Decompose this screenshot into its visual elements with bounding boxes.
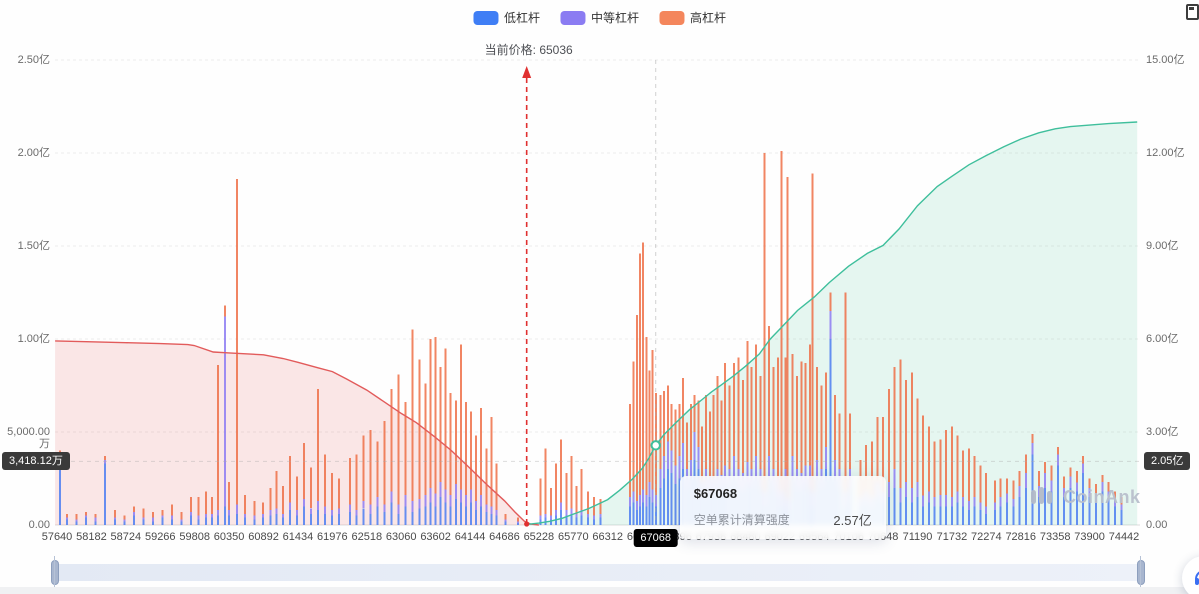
- x-axis-tick: 73900: [1074, 531, 1105, 543]
- tooltip-series-value: 2.57亿: [833, 513, 872, 528]
- x-axis-tick: 58724: [110, 531, 142, 543]
- tooltip-series-label: 空单累计清算强度: [693, 513, 790, 527]
- legend-item-mid-leverage[interactable]: 中等杠杆: [559, 9, 640, 26]
- x-axis-tick: 72274: [971, 531, 1002, 543]
- right-axis-tick: 6.00亿: [1146, 333, 1179, 345]
- current-price-caption: 当前价格:: [484, 43, 540, 57]
- mid-leverage-swatch: [559, 10, 585, 25]
- tooltip-price: $67068: [693, 486, 738, 501]
- low-leverage-label: 低杠杆: [503, 11, 540, 25]
- x-axis-tick: 74442: [1108, 531, 1140, 543]
- x-axis-tick: 62518: [351, 531, 383, 543]
- chart-tooltip: $67068 空单累计清算强度 2.57亿: [679, 476, 886, 539]
- watermark: CoinAnk: [1030, 485, 1141, 509]
- high-leverage-swatch: [659, 10, 685, 25]
- legend-item-low-leverage[interactable]: 低杠杆: [472, 9, 540, 26]
- x-axis-tick: 63060: [385, 531, 417, 543]
- x-axis-crosshair-badge: 67068: [633, 529, 679, 547]
- left-axis-tick: 0.00: [28, 519, 50, 531]
- x-axis-tick: 71732: [936, 531, 968, 543]
- left-axis-tick: 1.50亿: [17, 240, 50, 252]
- x-axis-tick: 73358: [1039, 531, 1071, 543]
- datazoom-track[interactable]: [51, 556, 1145, 591]
- x-axis-tick: 61976: [317, 531, 348, 543]
- horizontal-scrollbar-track[interactable]: [0, 587, 1199, 594]
- right-axis-tick: 12.00亿: [1146, 147, 1185, 159]
- x-axis-tick: 64686: [489, 531, 520, 543]
- x-axis-tick: 58182: [76, 531, 107, 543]
- high-leverage-label: 高杠杆: [690, 11, 727, 25]
- x-axis-tick: 59808: [179, 531, 210, 543]
- right-axis-tick: 3.00亿: [1146, 426, 1179, 438]
- right-axis-tick: 15.00亿: [1146, 54, 1185, 66]
- right-axis-crosshair-badge: 2.05亿: [1144, 452, 1191, 471]
- x-axis-tick: 65228: [523, 531, 555, 543]
- x-axis-tick: 66312: [592, 531, 623, 543]
- x-axis-tick: 60892: [248, 531, 279, 543]
- short-liquidation-line: [526, 121, 1138, 526]
- x-axis-tick: 57640: [41, 531, 73, 543]
- datazoom-left-handle[interactable]: [51, 556, 59, 591]
- long-liquidation-area: [55, 340, 539, 525]
- mid-leverage-label: 中等杠杆: [590, 11, 640, 25]
- long-liquidation-line: [55, 340, 539, 526]
- x-axis-tick: 60350: [213, 531, 245, 543]
- x-axis-tick: 61434: [282, 531, 314, 543]
- current-price-value: 65036: [539, 43, 573, 57]
- current-price-line: [522, 66, 532, 527]
- headset-icon: [1195, 571, 1199, 585]
- x-axis-tick: 72816: [1005, 531, 1037, 543]
- x-axis-tick: 63602: [420, 531, 451, 543]
- corner-widget-icon[interactable]: [1186, 4, 1199, 20]
- hover-marker: [650, 440, 661, 451]
- left-axis-tick: 2.50亿: [17, 54, 50, 66]
- left-axis-tick: 1.00亿: [17, 333, 50, 345]
- support-button[interactable]: [1182, 556, 1199, 594]
- datazoom-right-handle[interactable]: [1137, 556, 1145, 591]
- left-axis-tick: 5,000.00万: [7, 426, 50, 450]
- left-axis-crosshair-badge: 3,418.12万: [2, 452, 70, 471]
- left-axis-tick: 2.00亿: [17, 147, 50, 159]
- x-axis-tick: 71190: [902, 531, 933, 543]
- low-leverage-swatch: [472, 10, 498, 25]
- legend-item-high-leverage[interactable]: 高杠杆: [659, 9, 726, 26]
- current-price-label: 当前价格: 65036: [485, 41, 573, 58]
- x-axis-tick: 64144: [454, 531, 486, 543]
- right-axis-tick: 0.00: [1146, 519, 1168, 531]
- chart-legend: 低杠杆 中等杠杆 高杠杆: [472, 9, 726, 26]
- coinank-logo-icon: [1031, 487, 1052, 504]
- grid-lines: [55, 59, 1140, 526]
- watermark-text: CoinAnk: [1063, 486, 1141, 507]
- x-axis-tick: 59266: [144, 531, 176, 543]
- x-axis-tick: 65770: [557, 531, 589, 543]
- right-axis-tick: 9.00亿: [1146, 240, 1179, 252]
